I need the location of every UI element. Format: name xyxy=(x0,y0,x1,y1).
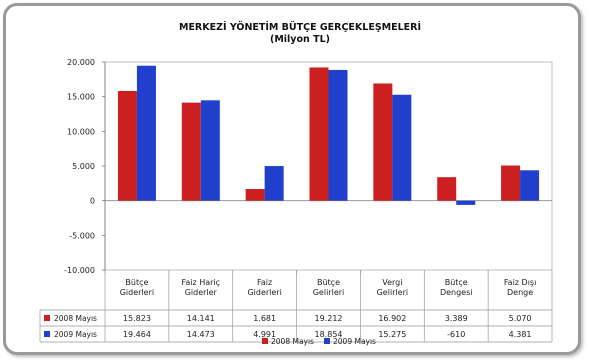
legend-swatch xyxy=(262,338,268,344)
table-cell: 16.902 xyxy=(378,314,406,323)
bar-2008 xyxy=(309,67,329,201)
y-tick-label: 20.000 xyxy=(67,58,95,67)
table-cell: 3.389 xyxy=(445,314,468,323)
category-label: Faiz xyxy=(257,278,272,287)
category-label: Gelirleri xyxy=(377,288,409,297)
table-cell: 14.473 xyxy=(187,330,215,339)
y-tick-label: -10.000 xyxy=(64,266,95,275)
table-cell: 4.991 xyxy=(253,330,276,339)
y-tick-label: -5.000 xyxy=(69,231,95,240)
bar-2009 xyxy=(264,166,284,201)
category-label: Giderleri xyxy=(120,288,154,297)
category-label: Bütçe xyxy=(317,278,340,287)
table-cell: 19.212 xyxy=(315,314,343,323)
table-cell: 5.070 xyxy=(509,314,532,323)
bar-2008 xyxy=(181,102,201,201)
table-row-label: 2009 Mayıs xyxy=(54,330,97,339)
category-label: Giderleri xyxy=(247,288,281,297)
bar-2008 xyxy=(501,165,521,201)
category-label: Bütçe xyxy=(445,278,468,287)
bar-2008 xyxy=(245,189,265,201)
legend: 2008 Mayıs 2009 Mayıs xyxy=(262,337,376,346)
bar-2009 xyxy=(392,94,412,201)
legend-entry: 2009 Mayıs xyxy=(333,337,376,346)
bar-2008 xyxy=(117,90,137,201)
bar-2009 xyxy=(200,100,220,201)
category-label: Gelirleri xyxy=(313,288,345,297)
bars xyxy=(117,65,540,205)
bar-2009 xyxy=(136,65,156,201)
chart-subtitle: (Milyon TL) xyxy=(270,34,330,45)
table-swatch xyxy=(44,315,50,321)
category-label: Giderler xyxy=(185,288,218,297)
category-label: Vergi xyxy=(382,278,402,287)
table-swatch xyxy=(44,331,50,337)
table-cell: 4.381 xyxy=(509,330,532,339)
y-tick-label: 0 xyxy=(90,197,95,206)
table-cell: 1.681 xyxy=(253,314,276,323)
table-cell: 19.464 xyxy=(123,330,151,339)
bar-2009 xyxy=(520,170,540,201)
y-tick-label: 5.000 xyxy=(72,162,95,171)
legend-entry: 2008 Mayıs xyxy=(271,337,314,346)
category-label: Bütçe xyxy=(125,278,148,287)
legend-swatch xyxy=(324,338,330,344)
category-label: Faiz Hariç xyxy=(182,278,221,287)
category-label: Denge xyxy=(507,288,533,297)
bar-2009 xyxy=(328,69,348,201)
y-tick-label: 10.000 xyxy=(67,127,95,136)
category-label: Faiz Dışı xyxy=(504,278,537,287)
table-cell: -610 xyxy=(447,330,465,339)
category-label: Dengesi xyxy=(440,288,473,297)
table-cell: 18.854 xyxy=(315,330,343,339)
table-cell: 15.823 xyxy=(123,314,151,323)
bar-2009 xyxy=(456,200,476,205)
chart-title: MERKEZİ YÖNETİM BÜTÇE GERÇEKLEŞMELERİ xyxy=(179,22,421,33)
bar-2008 xyxy=(373,83,393,201)
bar-2008 xyxy=(437,177,457,201)
table-cell: 14.141 xyxy=(187,314,215,323)
table-cell: 15.275 xyxy=(378,330,406,339)
table-row-label: 2008 Mayıs xyxy=(54,314,97,323)
y-tick-label: 15.000 xyxy=(67,93,95,102)
